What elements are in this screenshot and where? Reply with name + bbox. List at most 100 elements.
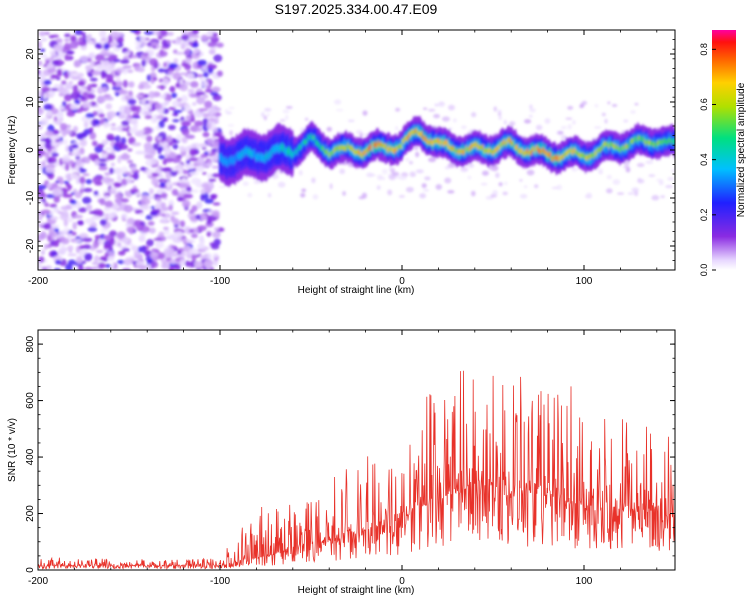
noise-blob xyxy=(130,30,138,33)
noise-blob xyxy=(146,74,152,82)
noise-blob xyxy=(57,210,62,215)
noise-blob xyxy=(128,81,135,88)
noise-blob xyxy=(207,67,214,74)
snr-y-axis-label: SNR (10 * v/v) xyxy=(7,418,18,482)
noise-blob xyxy=(156,31,161,36)
noise-blob xyxy=(169,85,176,93)
noise-blob xyxy=(50,88,59,92)
noise-blob xyxy=(146,172,152,177)
noise-blob xyxy=(133,250,139,258)
noise-blob xyxy=(38,31,46,37)
noise-blob xyxy=(199,143,208,148)
noise-blob xyxy=(82,101,92,109)
noise-blob xyxy=(88,153,96,160)
noise-blob xyxy=(111,123,116,127)
noise-blob xyxy=(109,167,115,175)
noise-blob xyxy=(154,102,163,110)
noise-blob xyxy=(607,101,611,105)
noise-blob xyxy=(519,179,523,182)
noise-blob xyxy=(63,42,71,51)
noise-blob xyxy=(498,182,503,187)
noise-blob xyxy=(630,110,636,114)
noise-blob xyxy=(146,239,154,247)
noise-blob xyxy=(174,51,185,55)
noise-blob xyxy=(189,148,197,157)
noise-blob xyxy=(79,31,86,36)
noise-blob xyxy=(112,81,117,87)
noise-blob xyxy=(56,176,64,181)
noise-blob xyxy=(192,34,200,39)
noise-blob xyxy=(184,57,193,65)
noise-blob xyxy=(211,38,219,43)
noise-blob xyxy=(143,103,153,111)
noise-blob xyxy=(229,130,233,136)
noise-blob xyxy=(63,93,72,102)
noise-blob xyxy=(91,261,99,266)
noise-blob xyxy=(211,231,221,239)
noise-blob xyxy=(98,113,105,118)
noise-blob xyxy=(171,92,177,99)
noise-blob xyxy=(423,189,430,192)
noise-blob xyxy=(106,133,115,141)
noise-blob xyxy=(123,51,131,56)
noise-blob xyxy=(70,173,79,180)
noise-blob xyxy=(173,58,179,64)
noise-blob xyxy=(201,183,210,189)
noise-blob xyxy=(166,31,174,36)
noise-blob xyxy=(118,144,129,150)
noise-blob xyxy=(146,195,156,200)
noise-blob xyxy=(108,54,118,61)
spectrogram-y-tick-label: 10 xyxy=(25,96,36,108)
colorbar-gradient xyxy=(712,30,736,270)
noise-blob xyxy=(102,234,113,240)
noise-blob xyxy=(158,50,168,57)
noise-blob xyxy=(173,231,184,238)
noise-blob xyxy=(92,266,97,270)
noise-blob xyxy=(96,61,101,65)
noise-blob xyxy=(585,192,593,199)
noise-blob xyxy=(91,215,101,221)
noise-blob xyxy=(183,103,192,112)
noise-blob xyxy=(183,50,191,56)
noise-blob xyxy=(116,200,122,206)
noise-blob xyxy=(161,206,171,211)
noise-blob xyxy=(168,63,178,69)
noise-blob xyxy=(172,119,180,123)
noise-blob xyxy=(144,115,153,120)
noise-blob xyxy=(170,258,177,265)
noise-blob xyxy=(624,160,630,166)
noise-blob xyxy=(497,109,502,113)
noise-blob xyxy=(85,179,93,185)
colorbar-ticks: 0.0 0.2 0.4 0.6 0.8 xyxy=(699,43,716,276)
noise-blob xyxy=(200,34,209,41)
spectrogram-y-tick-label: -20 xyxy=(25,238,36,253)
noise-blob xyxy=(116,32,124,38)
noise-blob xyxy=(67,245,74,251)
noise-blob xyxy=(41,86,51,93)
noise-blob xyxy=(41,267,48,270)
noise-blob xyxy=(208,49,216,55)
noise-blob xyxy=(183,193,194,199)
noise-blob xyxy=(169,166,180,172)
noise-blob xyxy=(77,87,87,92)
noise-blob xyxy=(181,199,191,208)
colorbar-tick-label: 0.4 xyxy=(699,153,709,166)
noise-blob xyxy=(65,145,70,153)
noise-blob xyxy=(202,171,207,175)
noise-blob xyxy=(50,250,58,257)
noise-blob xyxy=(95,249,104,254)
noise-blob xyxy=(127,69,134,73)
colorbar-tick-label: 0.2 xyxy=(699,209,709,222)
noise-blob xyxy=(159,95,167,99)
colorbar-label: Normalized spectral amplitude xyxy=(736,82,747,217)
noise-blob xyxy=(143,111,153,115)
noise-blob xyxy=(197,74,203,78)
noise-blob xyxy=(660,195,665,198)
noise-blob xyxy=(174,263,181,270)
noise-blob xyxy=(44,141,52,150)
noise-blob xyxy=(74,191,82,199)
noise-blob xyxy=(529,115,533,118)
noise-blob xyxy=(49,92,56,96)
noise-blob xyxy=(127,159,134,164)
noise-blob xyxy=(94,54,105,62)
